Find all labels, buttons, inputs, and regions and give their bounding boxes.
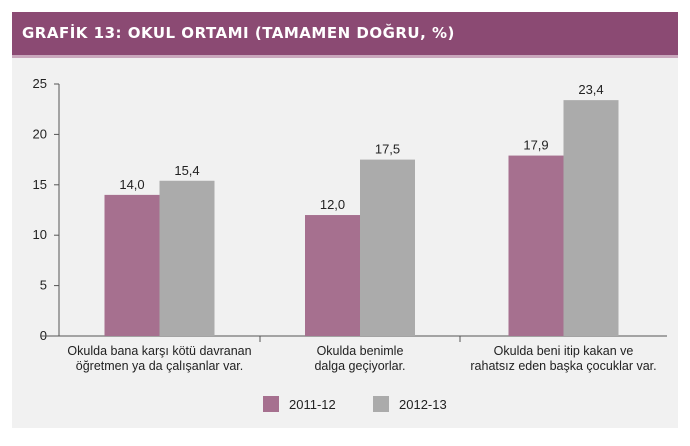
legend-label: 2012-13: [399, 397, 447, 412]
legend-swatch-2012-13: [373, 396, 389, 412]
bar-value-label: 23,4: [578, 82, 603, 97]
bar-value-label: 17,9: [523, 138, 548, 153]
bar-2011-12: [305, 215, 360, 336]
x-category-label: Okulda benimle: [317, 344, 404, 358]
bar-value-label: 12,0: [320, 197, 345, 212]
x-category-label: Okulda beni itip kakan ve: [494, 344, 634, 358]
bar-value-label: 17,5: [375, 142, 400, 157]
bar-2012-13: [360, 159, 415, 336]
y-tick-label: 25: [33, 76, 47, 91]
x-category-label: rahatsız eden başka çocuklar var.: [470, 359, 656, 373]
bar-value-label: 14,0: [119, 177, 144, 192]
legend-label: 2011-12: [289, 397, 336, 412]
bar-2011-12: [508, 155, 564, 336]
x-category-label: dalga geçiyorlar.: [314, 359, 405, 373]
y-tick-label: 5: [40, 278, 47, 293]
bar-value-label: 15,4: [174, 163, 199, 178]
y-tick-label: 15: [33, 177, 47, 192]
y-tick-label: 10: [33, 227, 47, 242]
bar-2012-13: [563, 100, 619, 337]
y-tick-label: 20: [33, 126, 47, 141]
x-category-label: Okulda bana karşı kötü davranan: [67, 344, 251, 358]
chart-title: GRAFİK 13: OKUL ORTAMI (TAMAMEN DOĞRU, %…: [22, 24, 455, 42]
bar-2011-12: [104, 194, 160, 336]
bar-2012-13: [159, 180, 215, 336]
x-category-label: öğretmen ya da çalışanlar var.: [76, 359, 243, 373]
legend-swatch-2011-12: [263, 396, 279, 412]
chart-header: GRAFİK 13: OKUL ORTAMI (TAMAMEN DOĞRU, %…: [12, 12, 678, 58]
